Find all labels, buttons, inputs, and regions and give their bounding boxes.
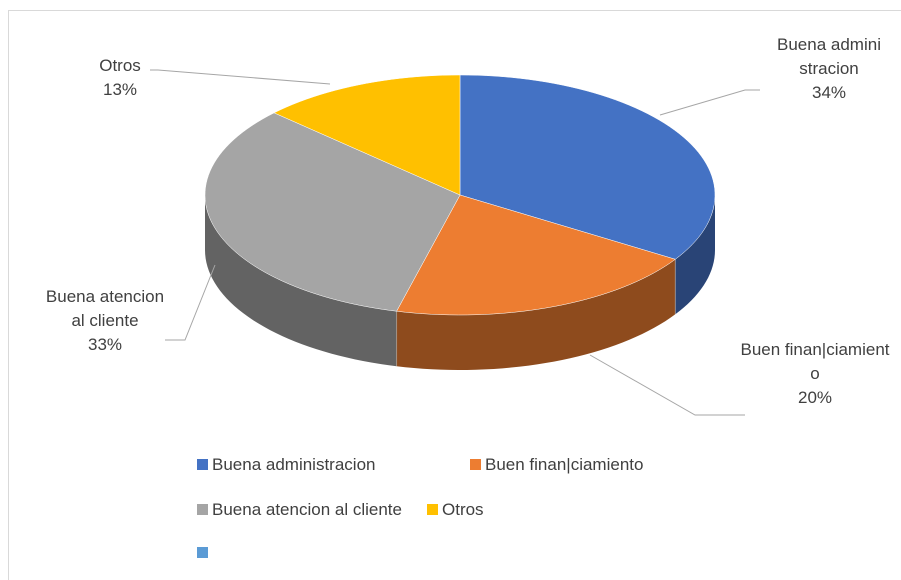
slice-sides — [205, 195, 715, 370]
slice — [459, 74, 716, 260]
legend-entry: Buen finan|ciamiento — [470, 455, 643, 475]
legend-swatch — [197, 504, 208, 515]
legend-entry: Buena atencion al cliente — [197, 500, 402, 520]
legend-swatch — [197, 459, 208, 470]
data-label-value: 33% — [87, 335, 123, 354]
data-label-value: 34% — [811, 83, 847, 102]
legend-label: Buen finan|ciamiento — [485, 455, 644, 474]
data-label-category: Buena administracion — [777, 35, 881, 78]
leader-line — [589, 354, 745, 416]
data-label: Otros 13% — [70, 54, 170, 102]
data-label-category: Otros — [99, 56, 141, 75]
data-label-value: 13% — [102, 80, 138, 99]
legend-entry: Otros — [427, 500, 484, 520]
legend-label: Buena administracion — [212, 455, 376, 474]
data-label-value: 20% — [797, 388, 833, 407]
data-label: Buena atencion al cliente 33% — [40, 285, 170, 357]
legend-swatch-empty — [197, 547, 208, 558]
data-label: Buen finan|ciamiento 20% — [740, 338, 890, 410]
legend-label: Otros — [442, 500, 484, 519]
slice — [396, 194, 676, 316]
legend-entry: Buena administracion — [197, 455, 375, 475]
slice — [273, 74, 461, 196]
legend-swatch — [427, 504, 438, 515]
data-label-category: Buena atencion al cliente — [45, 287, 165, 330]
slice — [204, 112, 461, 312]
legend-label: Buena atencion al cliente — [212, 500, 402, 519]
legend-swatch — [470, 459, 481, 470]
data-label: Buena administracion 34% — [775, 33, 883, 105]
slice-tops — [204, 74, 716, 316]
leader-line — [165, 264, 216, 341]
leader-line — [659, 89, 760, 116]
slice-side — [205, 195, 397, 367]
slice-side — [396, 259, 676, 370]
slice-side — [675, 195, 715, 315]
leader-line — [150, 69, 331, 85]
data-label-category: Buen finan|ciamiento — [740, 340, 890, 383]
chart-frame — [8, 10, 901, 580]
